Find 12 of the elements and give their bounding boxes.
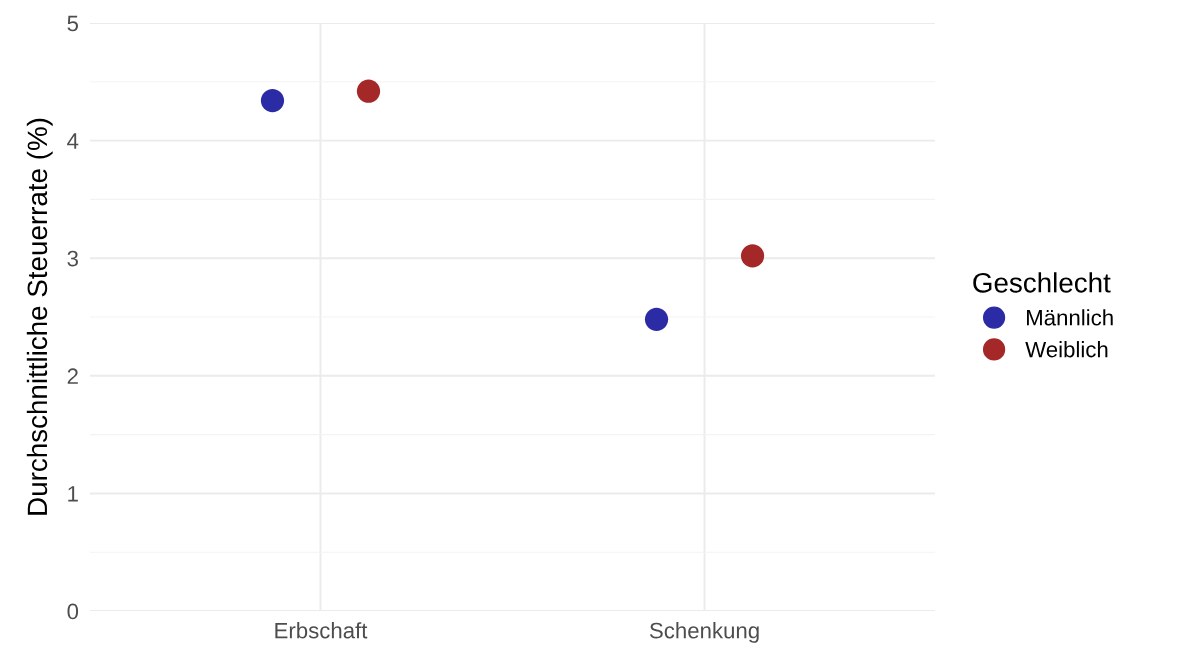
- y-tick-label: 2: [67, 368, 78, 384]
- x-tick-label: Schenkung: [649, 622, 759, 643]
- legend-title: Geschlecht: [973, 272, 1111, 293]
- legend-label: Männlich: [1027, 309, 1113, 326]
- y-tick-label: 3: [67, 250, 78, 267]
- y-tick-label: 1: [68, 486, 78, 502]
- legend-label: Weiblich: [1025, 341, 1108, 358]
- y-tick-label: 0: [67, 603, 79, 620]
- y-tick-label: 5: [67, 15, 79, 32]
- y-tick-label: 4: [67, 133, 79, 149]
- y-axis-title: Durchschnittliche Steuerrate (%): [26, 118, 53, 515]
- x-tick-label: Erbschaft: [275, 622, 368, 639]
